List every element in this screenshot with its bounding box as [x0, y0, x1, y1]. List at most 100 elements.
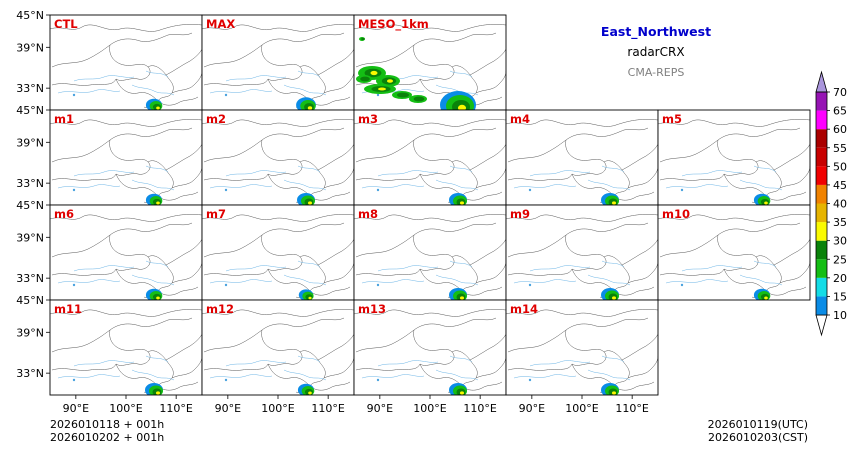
- colorbar-segment: [816, 147, 827, 167]
- colorbar-tick-label: 10: [833, 309, 847, 322]
- lon-tick-label: 90°E: [215, 402, 241, 415]
- panel-label: m2: [206, 112, 226, 126]
- map-panel: m2: [201, 109, 355, 206]
- colorbar-segment: [816, 129, 827, 148]
- lat-tick-label: 39°N: [16, 41, 44, 54]
- system-title: CMA-REPS: [628, 66, 685, 79]
- panel-label: m6: [54, 207, 74, 221]
- colorbar-tick-label: 70: [833, 86, 847, 99]
- panel-label: m1: [54, 112, 74, 126]
- radar-echo: [145, 98, 163, 110]
- lat-tick-label: 45°N: [16, 104, 44, 117]
- lat-tick-label: 33°N: [16, 82, 44, 95]
- radar-echo: [449, 383, 467, 395]
- colorbar-tick-label: 25: [833, 253, 847, 266]
- colorbar-segment: [816, 277, 827, 297]
- colorbar-tick-label: 30: [833, 235, 847, 248]
- colorbar-segment: [816, 296, 827, 315]
- colorbar-segment: [816, 184, 827, 204]
- lon-tick-label: 100°E: [109, 402, 142, 415]
- map-panel: m12: [201, 299, 355, 396]
- lon-tick-label: 90°E: [367, 402, 393, 415]
- panel-label: CTL: [54, 17, 78, 31]
- latitude-labels: 45°N 39°N 33°N 45°N 39°N 33°N 45°N 39°N 33°N 45°N…: [16, 9, 50, 380]
- radar-echo: [601, 288, 619, 300]
- panel-label: m7: [206, 207, 226, 221]
- radar-echo: [601, 383, 619, 395]
- longitude-labels: 90°E 100°E 110°E 90°E 100°E 110°E 90°E 100°E 110…: [63, 395, 649, 415]
- map-panel: MAX: [201, 14, 355, 111]
- map-panel: m1: [49, 109, 203, 206]
- radar-echo: [145, 193, 163, 205]
- panel-label: MAX: [206, 17, 235, 31]
- lon-tick-label: 100°E: [413, 402, 446, 415]
- lon-tick-label: 110°E: [615, 402, 648, 415]
- lon-tick-label: 100°E: [565, 402, 598, 415]
- colorbar-tick-label: 50: [833, 160, 847, 173]
- valid-time-utc: 2026010119(UTC): [708, 418, 808, 431]
- colorbar-tick-label: 35: [833, 216, 847, 229]
- variable-title: radarCRX: [627, 45, 684, 59]
- panel-label: m3: [358, 112, 378, 126]
- lat-tick-label: 39°N: [16, 326, 44, 339]
- lon-tick-label: 100°E: [261, 402, 294, 415]
- colorbar-tick-label: 55: [833, 142, 847, 155]
- colorbar-over-arrow: [815, 70, 828, 93]
- radar-echo: [145, 383, 163, 395]
- valid-time-cst: 2026010203(CST): [708, 431, 808, 444]
- radar-echo: [449, 288, 467, 300]
- lat-tick-label: 45°N: [16, 294, 44, 307]
- panel-label: m5: [662, 112, 682, 126]
- map-panel: m14: [505, 299, 659, 396]
- lat-tick-label: 39°N: [16, 231, 44, 244]
- colorbar-tick-label: 45: [833, 179, 847, 192]
- lon-tick-label: 110°E: [159, 402, 192, 415]
- lat-tick-label: 33°N: [16, 177, 44, 190]
- radar-echo: [145, 288, 163, 300]
- colorbar-tick-label: 20: [833, 272, 847, 285]
- map-panel: m6: [49, 204, 203, 301]
- radar-echo: [601, 193, 619, 205]
- map-panel: m3: [353, 109, 507, 206]
- map-panel: m5: [657, 109, 811, 206]
- panel-grid: CTL MAX MESO_1km m1 m2 m3 m4 m5 m6 m7 m8 m9 m10 m11 m1…: [49, 14, 811, 396]
- map-panel: MESO_1km: [353, 14, 507, 111]
- map-panel: m4: [505, 109, 659, 206]
- panel-label: MESO_1km: [358, 17, 429, 32]
- map-panel: CTL: [49, 14, 203, 111]
- colorbar-tick-label: 40: [833, 198, 847, 211]
- map-panel: m11: [49, 299, 203, 396]
- lon-tick-label: 110°E: [463, 402, 496, 415]
- map-panel: m7: [201, 204, 355, 301]
- radar-echo: [753, 288, 771, 300]
- lon-tick-label: 90°E: [519, 402, 545, 415]
- colorbar-tick-label: 65: [833, 105, 847, 118]
- radar-echo: [298, 289, 314, 300]
- radar-echo: [753, 193, 771, 205]
- panel-label: m10: [662, 207, 690, 221]
- colorbar-under-arrow: [815, 314, 828, 337]
- lat-tick-label: 45°N: [16, 9, 44, 22]
- lat-tick-label: 33°N: [16, 367, 44, 380]
- panel-label: m9: [510, 207, 530, 221]
- init-time-utc: 2026010118 + 001h: [50, 418, 164, 431]
- lon-tick-label: 110°E: [311, 402, 344, 415]
- panel-label: m8: [358, 207, 378, 221]
- map-panel: m13: [353, 299, 507, 396]
- radar-echo: [296, 97, 316, 110]
- panel-label: m12: [206, 302, 234, 316]
- colorbar-tick-label: 60: [833, 123, 847, 136]
- panel-label: m14: [510, 302, 538, 316]
- lat-tick-label: 39°N: [16, 136, 44, 149]
- colorbar-segment: [816, 166, 827, 185]
- panel-frame: [657, 204, 811, 301]
- colorbar-segment: [816, 259, 827, 278]
- radar-echo: [356, 37, 476, 110]
- map-panel: m10: [657, 204, 811, 301]
- radar-echo: [297, 193, 315, 205]
- colorbar-segment: [816, 240, 827, 260]
- panel-label: m11: [54, 302, 82, 316]
- colorbar-segment: [816, 110, 827, 130]
- radar-echo: [297, 383, 315, 395]
